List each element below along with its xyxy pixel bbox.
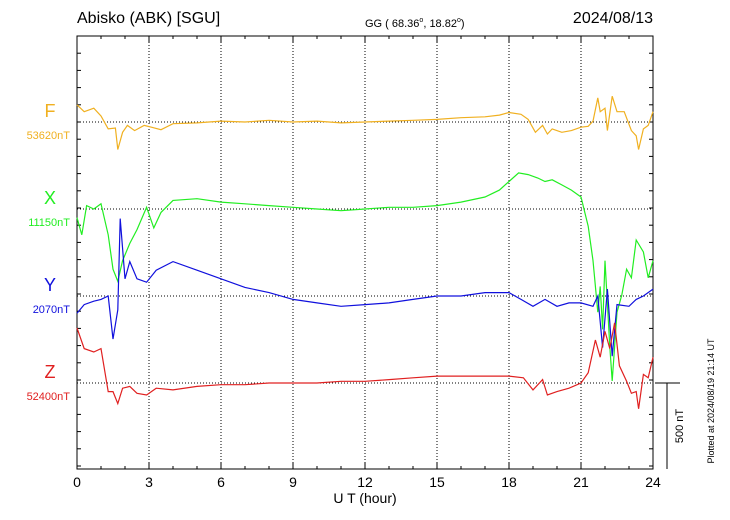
x-tick-label: 21 <box>573 474 589 490</box>
grid <box>77 36 653 469</box>
x-tick-label: 6 <box>217 474 225 490</box>
series-x-baseline: 11150nT <box>28 217 70 229</box>
x-tick-label: 24 <box>645 474 661 490</box>
series-f-baseline: 53620nT <box>27 130 71 142</box>
plotted-timestamp: Plotted at 2024/08/19 21:14 UT <box>706 338 716 464</box>
x-tick-labels: 0 3 6 9 12 15 18 21 24 <box>73 474 661 490</box>
station-title: Abisko (ABK) [SGU] <box>77 10 220 27</box>
axis-ticks <box>76 35 654 469</box>
series-y-name: Y <box>44 275 56 295</box>
series-group <box>76 96 654 409</box>
series-y-baseline: 2070nT <box>33 304 71 316</box>
x-tick-label: 3 <box>145 474 153 490</box>
x-axis-label: U T (hour) <box>333 490 396 506</box>
series-y-line <box>76 218 654 357</box>
scale-bar-label: 500 nT <box>674 409 686 444</box>
x-tick-label: 18 <box>501 474 517 490</box>
series-labels: F 53620nT X 11150nT Y 2070nT Z 52400nT <box>27 101 71 403</box>
series-x-line <box>76 172 654 382</box>
series-f-line <box>76 96 654 150</box>
series-z-name: Z <box>45 362 56 382</box>
x-tick-label: 9 <box>289 474 297 490</box>
series-z-baseline: 52400nT <box>27 391 71 403</box>
x-tick-label: 0 <box>73 474 81 490</box>
series-z-line <box>76 322 654 409</box>
date-title: 2024/08/13 <box>573 10 653 27</box>
series-x-name: X <box>44 188 56 208</box>
x-tick-label: 15 <box>429 474 445 490</box>
x-tick-label: 12 <box>357 474 373 490</box>
series-f-name: F <box>45 101 56 121</box>
coordinates-label: GG ( 68.36o, 18.82o) <box>365 17 465 30</box>
